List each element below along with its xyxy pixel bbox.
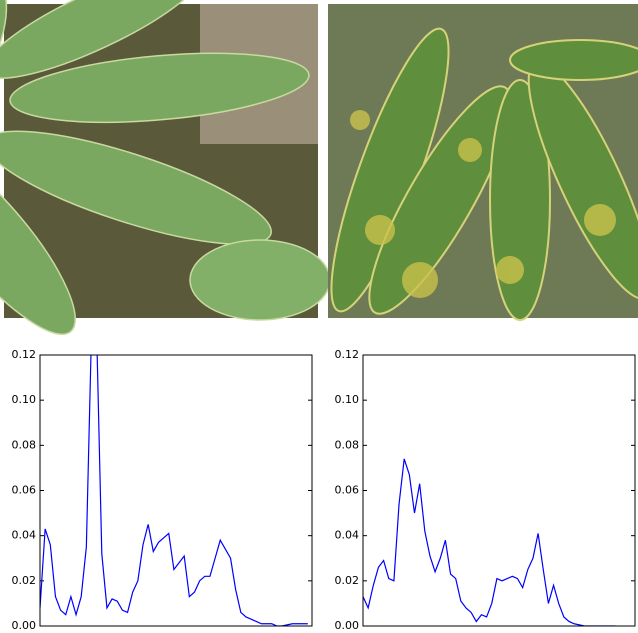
axes-frame (363, 355, 635, 626)
y-tick-label: 0.06 (335, 484, 360, 497)
figure: 0.00 0.02 0.04 0.06 0.08 0.10 0.12 0.00 0.02 0.04… (0, 0, 638, 633)
y-tick-label: 0.02 (12, 574, 37, 587)
axes-frame (40, 355, 312, 626)
y-tick-label: 0.04 (12, 529, 37, 542)
line (40, 332, 308, 626)
y-tick-label: 0.02 (335, 574, 360, 587)
y-tick-label: 0.12 (12, 348, 37, 361)
y-tick-label: 0.08 (12, 438, 37, 451)
y-tick-label: 0.00 (335, 619, 360, 632)
diseased-leaf-photo (311, 4, 638, 329)
y-tick-label: 0.04 (335, 529, 360, 542)
y-tick-label: 0.00 (12, 619, 37, 632)
y-tick-label: 0.10 (12, 393, 37, 406)
y-tick-label: 0.10 (335, 393, 360, 406)
y-tick-label: 0.08 (335, 438, 360, 451)
y-tick-label: 0.06 (12, 484, 37, 497)
y-tick-label: 0.12 (335, 348, 360, 361)
healthy-leaf-photo (0, 0, 330, 354)
line (363, 459, 615, 626)
